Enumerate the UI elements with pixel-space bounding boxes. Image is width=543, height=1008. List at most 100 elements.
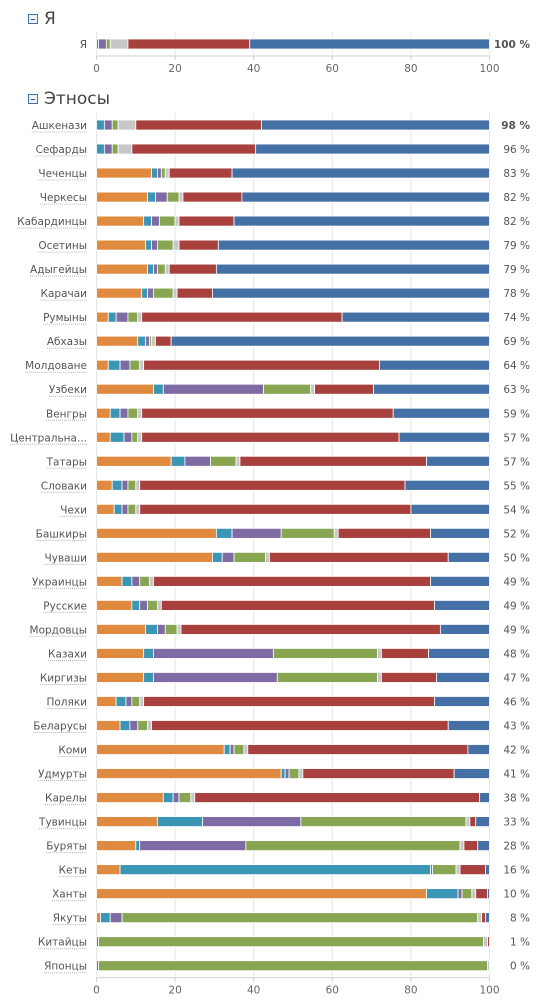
bar-row[interactable]: Казахи 48 % [48, 648, 530, 661]
bar-segment[interactable] [231, 527, 282, 539]
bar-segment[interactable] [178, 239, 219, 251]
bar-row[interactable]: Я 100 % [80, 38, 531, 51]
bar-segment[interactable] [145, 239, 152, 251]
bar-segment[interactable] [280, 768, 286, 779]
bar-segment[interactable] [455, 864, 461, 876]
bar-segment[interactable] [147, 191, 156, 203]
bar-segment[interactable] [180, 624, 441, 635]
bar-segment[interactable] [96, 479, 113, 491]
bar-segment[interactable] [109, 431, 125, 443]
bar-segment[interactable] [135, 119, 262, 131]
bar-segment[interactable] [96, 912, 101, 924]
bar-segment[interactable] [121, 479, 129, 491]
bar-segment[interactable] [96, 527, 217, 539]
bar-segment[interactable] [481, 912, 486, 924]
bar-segment[interactable] [141, 311, 343, 323]
bar-segment[interactable] [428, 648, 490, 659]
bar-segment[interactable] [96, 672, 145, 683]
bar-segment[interactable] [135, 840, 141, 852]
bar-segment[interactable] [123, 431, 133, 443]
bar-segment[interactable] [143, 648, 154, 659]
bar-segment[interactable] [119, 864, 431, 876]
bar-segment[interactable] [141, 407, 394, 419]
bar-segment[interactable] [139, 696, 145, 707]
bar-segment[interactable] [459, 864, 486, 876]
bar-segment[interactable] [125, 696, 133, 707]
bar-segment[interactable] [143, 696, 435, 707]
bar-segment[interactable] [121, 912, 479, 924]
bar-row[interactable]: Карелы 38 % [44, 792, 530, 806]
bar-segment[interactable] [485, 912, 490, 924]
bar-segment[interactable] [147, 263, 154, 275]
bar-segment[interactable] [131, 575, 141, 587]
bar-row[interactable]: Мордовцы 49 % [29, 624, 530, 637]
bar-segment[interactable] [298, 768, 304, 779]
bar-segment[interactable] [96, 215, 145, 227]
bar-segment[interactable] [137, 311, 143, 323]
bar-segment[interactable] [487, 888, 490, 900]
bar-segment[interactable] [300, 816, 467, 827]
bar-segment[interactable] [235, 455, 241, 467]
bar-segment[interactable] [447, 551, 490, 563]
bar-segment[interactable] [432, 864, 457, 876]
bar-segment[interactable] [162, 792, 174, 803]
bar-segment[interactable] [129, 359, 141, 371]
bar-segment[interactable] [115, 696, 127, 707]
bar-segment[interactable] [255, 143, 490, 155]
bar-segment[interactable] [147, 600, 158, 611]
bar-segment[interactable] [137, 720, 148, 731]
bar-segment[interactable] [96, 239, 147, 251]
bar-row[interactable]: Поляки 46 % [46, 696, 530, 709]
bar-row[interactable]: Осетины 79 % [38, 239, 530, 253]
bar-segment[interactable] [215, 527, 233, 539]
bar-segment[interactable] [168, 167, 233, 179]
bar-segment[interactable] [96, 503, 115, 515]
bar-segment[interactable] [147, 287, 154, 299]
bar-row[interactable]: Русские 49 % [43, 600, 530, 613]
bar-row[interactable]: Чеченцы 83 % [38, 167, 530, 181]
bar-segment[interactable] [310, 383, 316, 395]
bar-segment[interactable] [141, 431, 400, 443]
bar-segment[interactable] [157, 263, 166, 275]
bar-segment[interactable] [115, 311, 129, 323]
bar-segment[interactable] [98, 936, 485, 948]
bar-segment[interactable] [153, 648, 274, 659]
bar-segment[interactable] [155, 335, 172, 347]
bar-row[interactable]: Китайцы 1 % [37, 936, 530, 950]
bar-segment[interactable] [107, 359, 121, 371]
bar-segment[interactable] [477, 840, 490, 852]
collapse-toggle-icon[interactable] [28, 14, 38, 24]
bar-segment[interactable] [463, 840, 479, 852]
bar-segment[interactable] [233, 551, 266, 563]
bar-segment[interactable] [153, 263, 158, 275]
bar-row[interactable]: Молдоване 64 % [25, 359, 530, 373]
bar-segment[interactable] [377, 672, 382, 683]
bar-segment[interactable] [119, 720, 131, 731]
bar-row[interactable]: Якуты 8 % [52, 912, 530, 926]
bar-segment[interactable] [485, 864, 490, 876]
bar-segment[interactable] [147, 720, 152, 731]
bar-segment[interactable] [151, 720, 449, 731]
bar-segment[interactable] [155, 191, 168, 203]
bar-segment[interactable] [103, 119, 113, 131]
bar-segment[interactable] [272, 648, 378, 659]
bar-segment[interactable] [439, 624, 490, 635]
bar-segment[interactable] [280, 527, 335, 539]
bar-row[interactable]: Чехи 54 % [60, 503, 530, 517]
bar-segment[interactable] [247, 744, 469, 755]
bar-segment[interactable] [107, 311, 117, 323]
bar-segment[interactable] [233, 215, 490, 227]
bar-segment[interactable] [96, 287, 143, 299]
bar-row[interactable]: Румыны 74 % [43, 311, 530, 325]
bar-segment[interactable] [103, 143, 113, 155]
bar-segment[interactable] [215, 263, 490, 275]
bar-segment[interactable] [98, 960, 488, 972]
bar-segment[interactable] [137, 335, 147, 347]
bar-segment[interactable] [168, 263, 217, 275]
bar-segment[interactable] [131, 143, 257, 155]
bar-segment[interactable] [434, 696, 490, 707]
bar-segment[interactable] [459, 840, 465, 852]
bar-row[interactable]: Кабардинцы 82 % [17, 215, 530, 229]
bar-segment[interactable] [121, 575, 133, 587]
bar-segment[interactable] [98, 38, 107, 50]
